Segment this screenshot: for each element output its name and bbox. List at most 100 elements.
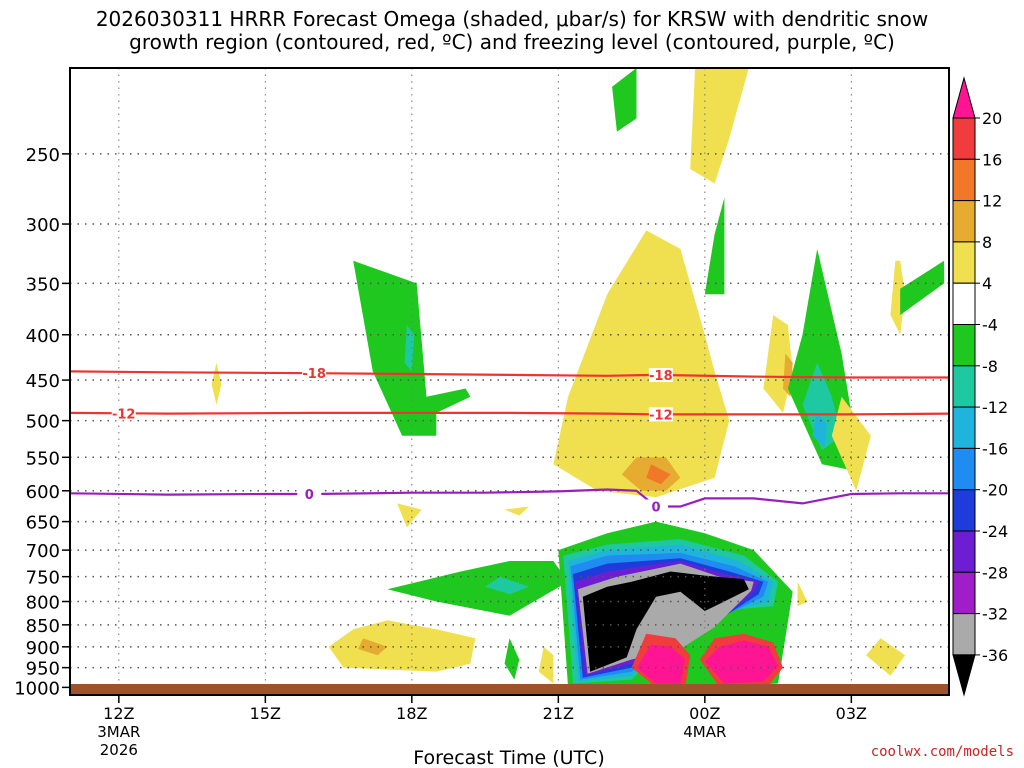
contour-label-0-0: -18 (302, 367, 326, 382)
omega-region-22 (358, 638, 388, 656)
contour-label-1-1: -12 (649, 408, 673, 423)
omega-region-38 (704, 640, 779, 684)
y-tick-label-450: 450 (26, 371, 60, 392)
contour-label-1-0: -12 (112, 407, 136, 422)
colorbar-label-7: -12 (982, 398, 1008, 417)
y-tick-label-900: 900 (26, 638, 60, 659)
colorbar-swatch-11 (952, 530, 976, 573)
y-tick-label-600: 600 (26, 482, 60, 503)
colorbar-label-2: 12 (982, 192, 1002, 211)
x-tick-label-21Z: 21Z (543, 704, 574, 723)
title-line-2: growth region (contoured, red, ºC) and f… (129, 30, 895, 54)
y-tick-label-500: 500 (26, 412, 60, 433)
omega-region-2 (704, 197, 725, 295)
contour-label-0-1: -18 (649, 369, 673, 384)
y-tick-label-300: 300 (26, 215, 60, 236)
colorbar-label-1: 16 (982, 150, 1002, 169)
colorbar-swatch-4 (952, 241, 976, 284)
colorbar-label-5: -4 (982, 316, 998, 335)
colorbar-label-0: 20 (982, 109, 1002, 128)
x-tick-sublabel-00Z: 4MAR (683, 723, 726, 741)
omega-region-18 (504, 506, 529, 516)
axes-layer: 2503003504004505005506006507007508008509… (14, 67, 950, 759)
omega-region-21 (328, 620, 476, 672)
omega-region-7 (404, 325, 415, 372)
colorbar-label-6: -8 (982, 357, 998, 376)
colorbar-cap-top (952, 76, 976, 119)
x-tick-label-03Z: 03Z (836, 704, 867, 723)
colorbar-cap-bottom (952, 654, 976, 697)
omega-region-0 (612, 68, 637, 132)
colorbar-label-10: -24 (982, 522, 1008, 541)
omega-region-14 (900, 260, 945, 315)
colorbar-swatch-3 (952, 200, 976, 243)
colorbar-label-4: 4 (982, 274, 992, 293)
omega-region-12 (812, 412, 827, 447)
omega-shading-layer (211, 68, 945, 688)
y-tick-label-250: 250 (26, 145, 60, 166)
y-tick-label-950: 950 (26, 659, 60, 680)
y-tick-label-800: 800 (26, 593, 60, 614)
y-tick-label-1000: 1000 (14, 678, 60, 699)
colorbar-swatch-1 (952, 117, 976, 160)
colorbar-label-13: -36 (982, 646, 1008, 665)
colorbar-swatch-2 (952, 158, 976, 202)
x-tick-sublabel-12Z: 3MAR (97, 723, 140, 741)
colorbar: 20 16 12 8 4 -4 -8 -12 -16 -20 -24 -28 -32 -36 (952, 76, 1008, 697)
omega-region-5 (646, 464, 671, 485)
contour-line-1 (69, 411, 950, 416)
contour-line-2 (69, 488, 949, 508)
omega-region-25 (866, 638, 906, 676)
y-tick-label-350: 350 (26, 274, 60, 295)
contour-layer: -18 -18 -12 -12 0 0 (69, 366, 950, 516)
contour-label-bg-0-1 (648, 368, 673, 383)
omega-region-20 (485, 576, 529, 595)
y-tick-label-550: 550 (26, 448, 60, 469)
colorbar-swatch-12 (952, 571, 976, 615)
grid-layer (70, 68, 949, 689)
y-tick-label-850: 850 (26, 616, 60, 637)
ground-strip (70, 684, 949, 695)
colorbar-label-3: 8 (982, 233, 992, 252)
omega-region-16 (211, 362, 222, 405)
x-tick-label-00Z: 00Z (689, 704, 720, 723)
x-tick-year-12Z: 2026 (100, 741, 138, 759)
y-tick-label-400: 400 (26, 326, 60, 347)
ground-layer (70, 684, 949, 695)
x-axis-label: Forecast Time (UTC) (413, 747, 604, 768)
contour-label-bg-0-0 (302, 366, 327, 381)
omega-region-11 (802, 362, 842, 451)
colorbar-label-12: -32 (982, 605, 1008, 624)
contour-label-bg-1-0 (111, 406, 136, 421)
colorbar-label-9: -20 (982, 481, 1008, 500)
omega-region-27 (797, 581, 808, 607)
colorbar-swatch-5 (952, 282, 976, 326)
contour-label-bg-2-0 (297, 486, 322, 501)
contour-label-bg-2-1 (644, 499, 668, 514)
colorbar-swatch-13 (952, 613, 976, 656)
omega-region-13 (890, 260, 906, 335)
omega-region-19 (387, 561, 569, 616)
contour-label-2-0: 0 (305, 488, 314, 503)
x-tick-label-15Z: 15Z (250, 704, 281, 723)
colorbar-label-11: -28 (982, 563, 1008, 582)
omega-region-3 (553, 230, 730, 498)
omega-region-23 (504, 638, 520, 680)
contour-label-2-1: 0 (651, 501, 660, 516)
contour-line-0 (69, 370, 949, 379)
y-tick-label-650: 650 (26, 513, 60, 534)
omega-region-15 (831, 396, 871, 491)
y-tick-label-700: 700 (26, 541, 60, 562)
watermark: coolwx.com/models (870, 744, 1014, 760)
colorbar-swatch-10 (952, 489, 976, 532)
omega-region-36 (636, 644, 686, 684)
colorbar-swatch-9 (952, 447, 976, 491)
omega-region-17 (397, 503, 422, 528)
colorbar-label-8: -16 (982, 439, 1008, 458)
contour-label-bg-1-1 (648, 407, 673, 422)
x-tick-label-18Z: 18Z (396, 704, 427, 723)
x-tick-label-12Z: 12Z (103, 704, 134, 723)
omega-region-24 (538, 646, 554, 684)
omega-region-1 (690, 68, 749, 184)
